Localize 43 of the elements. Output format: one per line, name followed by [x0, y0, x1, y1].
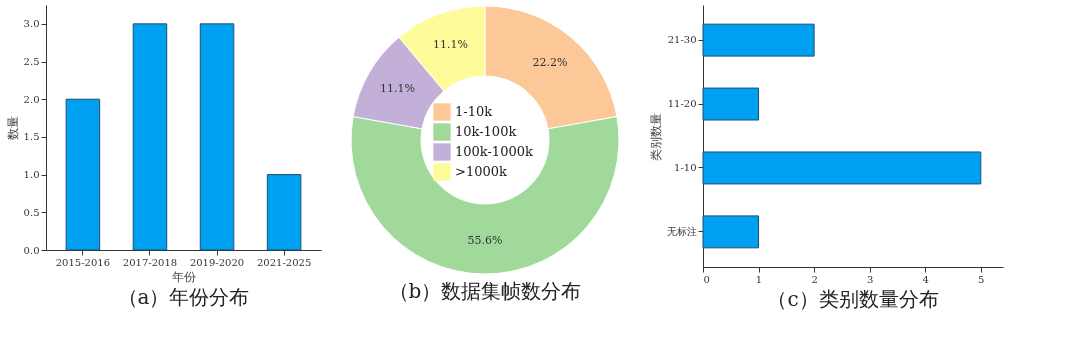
y-axis-title: 数量 [5, 116, 20, 140]
bar [199, 23, 235, 251]
x-tick-label: 3 [866, 273, 874, 285]
y-tick-label: 无标注 [666, 225, 697, 237]
y-tick-label: 11-20 [667, 98, 697, 110]
y-tick-label: 21-30 [667, 34, 697, 46]
text: （a）年份分布 [117, 285, 250, 309]
bar [702, 215, 760, 249]
text: （b）数据集帧数分布 [388, 279, 582, 303]
x-tick-label: 1 [755, 273, 763, 285]
x-tick-label: 0 [703, 273, 710, 285]
y-tick-label: 0.5 [23, 206, 40, 218]
legend-label: 10k-100k [455, 124, 517, 139]
bar [702, 151, 982, 185]
y-tick-label: 1-10 [674, 161, 697, 173]
bar [702, 23, 815, 57]
x-tick-label: 4 [922, 273, 929, 285]
bar [132, 23, 168, 251]
legend-label: 1-10k [455, 104, 493, 119]
x-tick-label: 2017-2018 [122, 256, 178, 268]
data-label: 55.6% [467, 234, 503, 247]
y-tick-label: 0.0 [23, 244, 40, 256]
legend-label: 100k-1000k [455, 144, 533, 159]
bar [65, 98, 101, 251]
x-tick-label: 5 [978, 273, 985, 285]
y-axis-title: 类别数量 [648, 112, 663, 161]
y-tick-label: 2.5 [23, 56, 40, 68]
legend-label: >1000k [455, 164, 507, 179]
x-tick-label: 2 [811, 273, 818, 285]
bar [702, 87, 760, 121]
x-tick-label: 2015-2016 [55, 256, 111, 268]
x-axis-title: 年份 [172, 269, 196, 284]
x-tick-label: 2021-2025 [256, 256, 312, 268]
data-label: 22.2% [532, 55, 568, 69]
data-label: 11.1% [433, 38, 468, 52]
text: （c）类别数量分布 [767, 287, 939, 311]
data-label: 11.1% [380, 82, 416, 96]
y-tick-label: 1.0 [23, 169, 40, 181]
y-tick-label: 3.0 [23, 18, 40, 30]
y-tick-label: 2.0 [23, 93, 40, 105]
y-tick-label: 1.5 [23, 131, 40, 143]
bar [266, 174, 302, 251]
x-tick-label: 2019-2020 [189, 256, 245, 268]
